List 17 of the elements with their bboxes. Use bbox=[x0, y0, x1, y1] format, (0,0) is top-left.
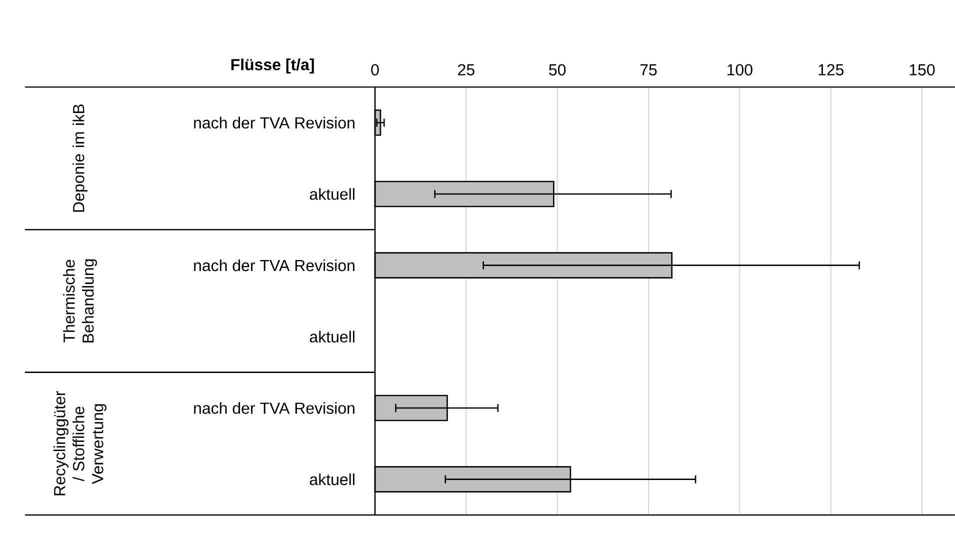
y-tick-label: aktuell bbox=[310, 188, 354, 200]
y-tick-label: aktuell bbox=[310, 473, 354, 486]
text: Thermische Behandlung bbox=[63, 259, 97, 342]
y-tick-label: aktuell bbox=[310, 330, 354, 343]
x-tick-label: 75 bbox=[640, 64, 657, 76]
y-tick-label: nach der TVA Revision bbox=[194, 402, 354, 414]
y-tick-label: nach der TVA Revision bbox=[194, 259, 354, 272]
y-tick-label: nach der TVA Revision bbox=[194, 116, 354, 129]
x-tick-label: 25 bbox=[458, 64, 474, 76]
x-tick-label: 100 bbox=[728, 64, 752, 76]
text: Deponie im ikB bbox=[72, 104, 88, 212]
x-tick-label: 150 bbox=[910, 64, 935, 76]
x-tick-label: 50 bbox=[549, 64, 566, 76]
text: Recyclinggüter / Stoffliche Verwertung bbox=[54, 391, 106, 496]
x-tick-label: 0 bbox=[371, 64, 379, 76]
x-tick-label: 125 bbox=[818, 64, 844, 76]
x-axis-title: Flüsse [t/a] bbox=[231, 58, 314, 74]
